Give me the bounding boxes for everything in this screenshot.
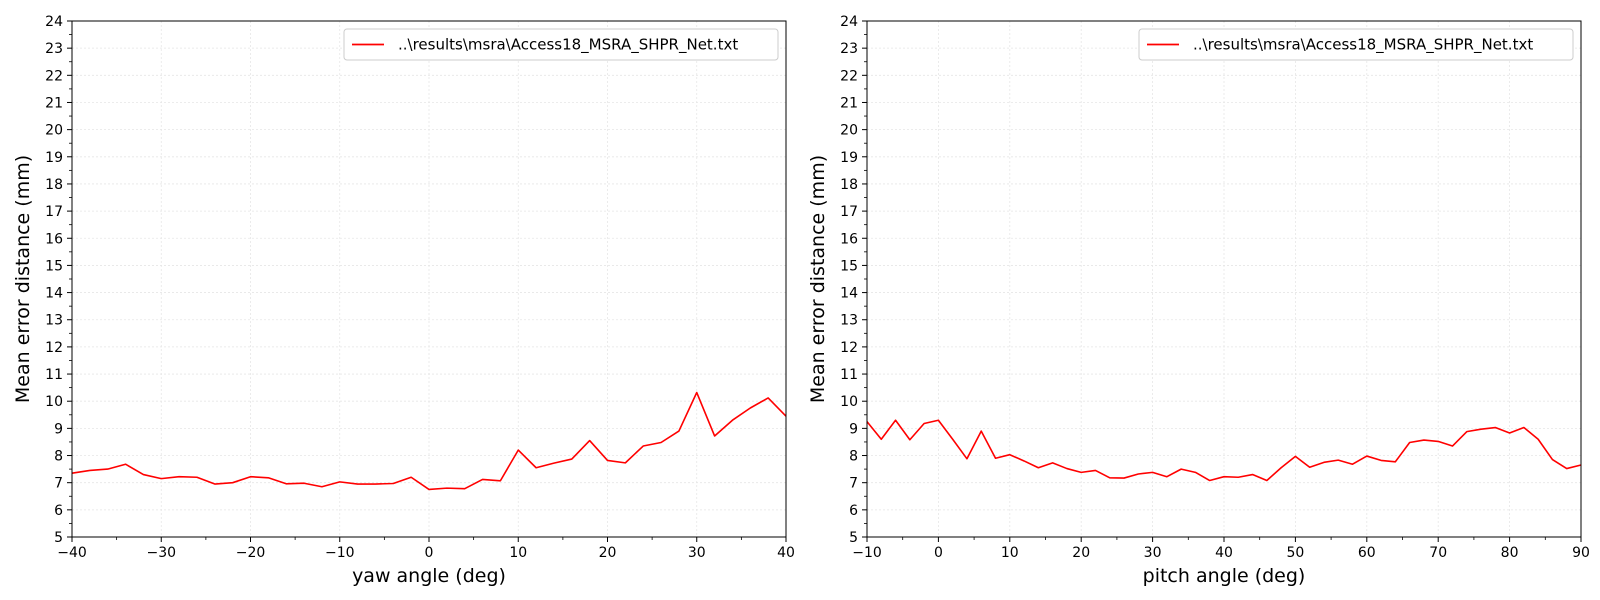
y-tick-label: 19 bbox=[840, 150, 858, 166]
x-tick-label: 40 bbox=[777, 545, 795, 561]
y-tick-label: 19 bbox=[45, 150, 63, 166]
x-tick-label: −10 bbox=[325, 545, 355, 561]
x-tick-label: 70 bbox=[1429, 545, 1447, 561]
y-tick-label: 24 bbox=[840, 14, 858, 30]
y-tick-label: 7 bbox=[54, 476, 63, 492]
legend-box bbox=[1138, 28, 1574, 61]
series-line bbox=[866, 419, 1582, 482]
y-tick-label: 8 bbox=[54, 449, 63, 465]
y-tick-label: 10 bbox=[45, 394, 63, 410]
x-tick-label: −30 bbox=[146, 545, 176, 561]
y-tick-label: 21 bbox=[45, 95, 63, 111]
x-axis-label: yaw angle (deg) bbox=[352, 565, 506, 587]
y-tick-label: 14 bbox=[45, 286, 63, 302]
y-tick-label: 13 bbox=[840, 313, 858, 329]
series-line bbox=[71, 391, 787, 491]
x-tick-label: 50 bbox=[1286, 545, 1304, 561]
x-tick-label: 40 bbox=[1215, 545, 1233, 561]
plot-frame bbox=[866, 20, 1582, 538]
y-tick-label: 23 bbox=[45, 41, 63, 57]
y-tick-label: 18 bbox=[45, 177, 63, 193]
y-tick-label: 20 bbox=[840, 123, 858, 139]
y-tick-label: 17 bbox=[45, 204, 63, 220]
y-tick-label: 20 bbox=[45, 123, 63, 139]
y-tick-label: 8 bbox=[849, 449, 858, 465]
y-tick-label: 12 bbox=[45, 340, 63, 356]
x-tick-label: 20 bbox=[599, 545, 617, 561]
y-tick-label: 16 bbox=[45, 231, 63, 247]
y-tick-label: 22 bbox=[840, 68, 858, 84]
y-tick-label: 22 bbox=[45, 68, 63, 84]
y-tick-label: 6 bbox=[849, 503, 858, 519]
y-tick-label: 17 bbox=[840, 204, 858, 220]
y-tick-label: 11 bbox=[840, 367, 858, 383]
legend-label: ..\results\msra\Access18_MSRA_SHPR_Net.t… bbox=[1193, 36, 1533, 55]
y-tick-label: 7 bbox=[849, 476, 858, 492]
y-tick-label: 16 bbox=[840, 231, 858, 247]
x-tick-label: 10 bbox=[509, 545, 527, 561]
y-axis-label: Mean error distance (mm) bbox=[807, 155, 829, 403]
x-tick-label: 20 bbox=[1072, 545, 1090, 561]
x-tick-label: 10 bbox=[1001, 545, 1019, 561]
x-tick-label: 60 bbox=[1358, 545, 1376, 561]
y-tick-label: 18 bbox=[840, 177, 858, 193]
y-tick-label: 10 bbox=[840, 394, 858, 410]
y-tick-label: 23 bbox=[840, 41, 858, 57]
chart-panel-1: −40 −30 −20 −10 0 10 20 30 40 5 6 7 8 9 10 11 12 13 14 15 16… bbox=[12, 14, 795, 587]
y-axis-label: Mean error distance (mm) bbox=[12, 155, 34, 403]
x-tick-label: 90 bbox=[1572, 545, 1590, 561]
y-tick-label: 24 bbox=[45, 14, 63, 30]
x-tick-label: 30 bbox=[1144, 545, 1162, 561]
y-tick-label: 9 bbox=[849, 421, 858, 437]
y-tick-label: 6 bbox=[54, 503, 63, 519]
y-tick-label: 13 bbox=[45, 313, 63, 329]
y-tick-label: 11 bbox=[45, 367, 63, 383]
plot-frame bbox=[71, 20, 787, 538]
x-tick-label: 30 bbox=[688, 545, 706, 561]
legend-label: ..\results\msra\Access18_MSRA_SHPR_Net.t… bbox=[398, 36, 738, 55]
y-tick-label: 14 bbox=[840, 286, 858, 302]
chart-panel-2: −10 0 10 20 30 40 50 60 70 80 90 5 6 7 8 9 10 11 12 13 14 15 1… bbox=[807, 14, 1590, 587]
x-tick-label: −10 bbox=[852, 545, 882, 561]
y-tick-label: 15 bbox=[840, 258, 858, 274]
y-tick-label: 12 bbox=[840, 340, 858, 356]
y-tick-label: 15 bbox=[45, 258, 63, 274]
x-axis-label: pitch angle (deg) bbox=[1143, 565, 1306, 587]
x-tick-label: −20 bbox=[236, 545, 266, 561]
y-tick-label: 21 bbox=[840, 95, 858, 111]
legend-box bbox=[343, 28, 779, 61]
legend: ..\results\msra\Access18_MSRA_SHPR_Net.t… bbox=[343, 28, 779, 61]
y-tick-label: 9 bbox=[54, 421, 63, 437]
legend: ..\results\msra\Access18_MSRA_SHPR_Net.t… bbox=[1138, 28, 1574, 61]
y-tick-label: 5 bbox=[54, 530, 63, 546]
x-tick-label: 80 bbox=[1501, 545, 1519, 561]
x-tick-label: 0 bbox=[934, 545, 943, 561]
y-tick-label: 5 bbox=[849, 530, 858, 546]
x-tick-label: 0 bbox=[425, 545, 434, 561]
x-tick-label: −40 bbox=[57, 545, 87, 561]
